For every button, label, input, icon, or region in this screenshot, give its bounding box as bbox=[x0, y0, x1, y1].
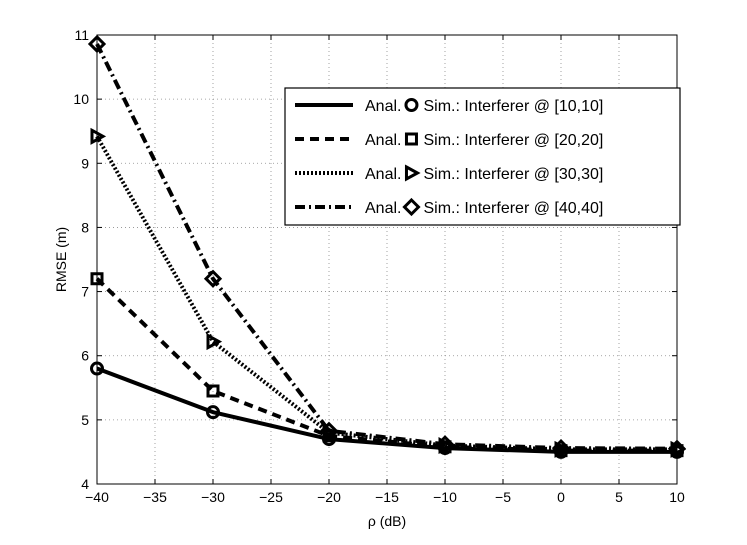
x-tick-label: −35 bbox=[143, 489, 167, 505]
y-axis-label: RMSE (m) bbox=[53, 227, 69, 292]
series-line-dashdot bbox=[95, 43, 678, 451]
legend-marker-diamond bbox=[402, 197, 421, 217]
x-tick-label: −15 bbox=[375, 489, 399, 505]
grid bbox=[97, 35, 677, 484]
legend-anal-label: Anal. bbox=[365, 166, 401, 183]
y-tick-label: 11 bbox=[74, 27, 89, 43]
y-tick-label: 7 bbox=[81, 284, 89, 300]
x-tick-label: 10 bbox=[669, 489, 685, 505]
legend-sim-label: Sim.: Interferer @ [10,10] bbox=[423, 98, 603, 115]
x-tick-label: −20 bbox=[317, 489, 341, 505]
legend-marker-triangle-right bbox=[404, 164, 421, 182]
x-tick-label: −10 bbox=[433, 489, 457, 505]
data-point-diamond bbox=[203, 269, 223, 288]
data-point-triangle-right bbox=[206, 333, 223, 351]
legend-box bbox=[284, 87, 681, 226]
series-line-dotted bbox=[95, 135, 677, 452]
x-axis-label: ρ (dB) bbox=[368, 513, 406, 529]
legend-entry-2: Anal. Sim.: Interferer @ [20,20] bbox=[295, 132, 603, 149]
legend-anal-label: Anal. bbox=[365, 132, 401, 149]
y-tick-label: 4 bbox=[81, 476, 89, 492]
legend-sim-label: Sim.: Interferer @ [40,40] bbox=[423, 200, 603, 217]
y-tick-label: 8 bbox=[81, 219, 89, 235]
legend: Anal. Sim.: Interferer @ [10,10] Anal. Sim.… bbox=[284, 87, 681, 226]
legend-sim-label: Sim.: Interferer @ [30,30] bbox=[423, 166, 603, 183]
tick-layer: −40 −35 −30 −25 −20 −15 −10 −5 0 5 10 4 5 6 7 8 9 10 11 bbox=[73, 27, 685, 505]
series-line-solid bbox=[96, 366, 677, 454]
legend-sim-label: Sim.: Interferer @ [20,20] bbox=[423, 132, 603, 149]
x-tick-label: −40 bbox=[85, 489, 109, 505]
x-tick-label: −5 bbox=[495, 489, 511, 505]
y-tick-label: 5 bbox=[81, 412, 89, 428]
y-tick-label: 9 bbox=[81, 155, 89, 171]
legend-anal-label: Anal. bbox=[365, 98, 401, 115]
y-tick-label: 6 bbox=[81, 348, 89, 364]
x-tick-label: 5 bbox=[615, 489, 623, 505]
data-point-square bbox=[206, 384, 220, 398]
legend-anal-label: Anal. bbox=[365, 200, 401, 217]
series-1 bbox=[90, 361, 684, 459]
legend-marker-square bbox=[404, 132, 418, 146]
legend-entry-1: Anal. Sim.: Interferer @ [10,10] bbox=[295, 98, 603, 115]
series-2 bbox=[90, 272, 684, 458]
data-point-circle bbox=[206, 405, 220, 420]
data-point-diamond bbox=[435, 435, 455, 454]
x-tick-label: 0 bbox=[557, 489, 565, 505]
x-tick-label: −30 bbox=[201, 489, 225, 505]
data-point-diamond bbox=[551, 438, 571, 458]
x-tick-label: −25 bbox=[259, 489, 283, 505]
legend-marker-circle bbox=[404, 98, 419, 112]
data-point-diamond bbox=[319, 421, 339, 440]
legend-entry-4: Anal. Sim.: Interferer @ [40,40] bbox=[295, 197, 603, 217]
y-tick-label: 10 bbox=[73, 91, 89, 107]
legend-entry-3: Anal. Sim.: Interferer @ [30,30] bbox=[295, 164, 603, 183]
series-line-dashed bbox=[95, 277, 677, 453]
